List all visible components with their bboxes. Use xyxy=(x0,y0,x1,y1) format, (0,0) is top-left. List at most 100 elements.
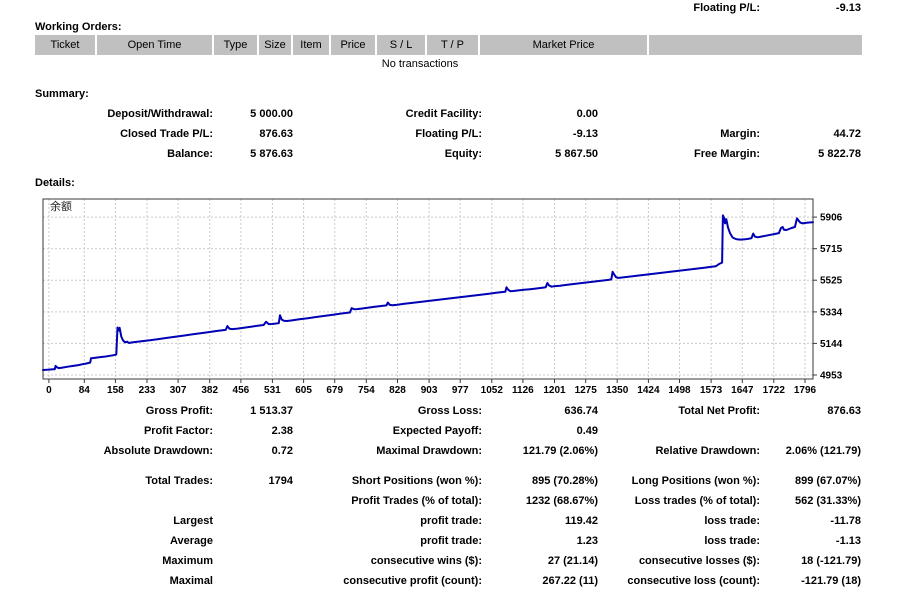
long-positions-label: Long Positions (won %): xyxy=(631,475,760,487)
total-net-profit-label: Total Net Profit: xyxy=(678,405,760,417)
floating-pl-summary-value: -9.13 xyxy=(572,128,598,140)
svg-text:4953: 4953 xyxy=(820,371,843,382)
column-header-price: Price xyxy=(331,35,375,55)
gross-loss-label: Gross Loss: xyxy=(417,405,482,417)
absolute-drawdown-label: Absolute Drawdown: xyxy=(103,445,213,457)
svg-text:903: 903 xyxy=(421,385,438,396)
expected-payoff-value: 0.49 xyxy=(576,425,598,437)
stats-row: Profit Factor: 2.38 Expected Payoff: 0.4… xyxy=(0,424,915,440)
loss-trades-label: Loss trades (% of total): xyxy=(634,495,760,507)
floating-pl-value: -9.13 xyxy=(835,2,861,14)
maximum-label: Maximum xyxy=(162,555,213,567)
svg-text:679: 679 xyxy=(326,385,343,396)
total-trades-label: Total Trades: xyxy=(145,475,213,487)
gross-profit-label: Gross Profit: xyxy=(145,405,213,417)
balance-value: 5 876.63 xyxy=(250,148,293,160)
maximal-label: Maximal xyxy=(169,575,213,587)
consecutive-losses-label: consecutive losses ($): xyxy=(638,555,760,567)
balance-chart-canvas: 0 84 158 233 307 382 456 531 605 679 754 828 903 977 1… xyxy=(42,198,843,396)
svg-text:977: 977 xyxy=(452,385,469,396)
no-transactions-message: No transactions xyxy=(381,58,459,70)
column-header-open-time: Open Time xyxy=(97,35,212,55)
stats-row: Maximum consecutive wins ($): 27 (21.14)… xyxy=(0,554,915,570)
svg-text:1350: 1350 xyxy=(606,385,629,396)
free-margin-label: Free Margin: xyxy=(693,148,760,160)
svg-text:5715: 5715 xyxy=(820,244,843,255)
closed-trade-pl-value: 876.63 xyxy=(259,128,293,140)
balance-label: Balance: xyxy=(167,148,213,160)
relative-drawdown-label: Relative Drawdown: xyxy=(655,445,760,457)
average-loss-trade-value: -1.13 xyxy=(835,535,861,547)
largest-label: Largest xyxy=(173,515,213,527)
largest-loss-trade-value: -11.78 xyxy=(830,515,861,527)
credit-facility-value: 0.00 xyxy=(576,108,598,120)
short-positions-label: Short Positions (won %): xyxy=(351,475,482,487)
svg-text:531: 531 xyxy=(264,385,281,396)
average-loss-trade-label: loss trade: xyxy=(704,535,760,547)
column-header-empty xyxy=(649,35,862,55)
margin-value: 44.72 xyxy=(833,128,861,140)
working-orders-header-row: Ticket Open Time Type Size Item Price S … xyxy=(35,35,862,55)
account-floating-pl-row: Floating P/L: -9.13 xyxy=(0,1,915,17)
svg-text:382: 382 xyxy=(201,385,218,396)
svg-text:1722: 1722 xyxy=(763,385,786,396)
svg-text:5525: 5525 xyxy=(820,276,843,287)
closed-trade-pl-label: Closed Trade P/L: xyxy=(120,128,213,140)
stats-row: Average profit trade: 1.23 loss trade: -… xyxy=(0,534,915,550)
svg-text:1424: 1424 xyxy=(637,385,660,396)
svg-text:84: 84 xyxy=(79,385,91,396)
stats-row: Gross Profit: 1 513.37 Gross Loss: 636.7… xyxy=(0,404,915,420)
svg-text:1126: 1126 xyxy=(512,385,534,396)
svg-text:1647: 1647 xyxy=(731,385,754,396)
svg-text:828: 828 xyxy=(389,385,406,396)
consecutive-loss-label: consecutive loss (count): xyxy=(627,575,760,587)
margin-label: Margin: xyxy=(720,128,760,140)
gross-loss-value: 636.74 xyxy=(564,405,598,417)
long-positions-value: 899 (67.07%) xyxy=(794,475,861,487)
average-profit-trade-value: 1.23 xyxy=(576,535,598,547)
svg-text:233: 233 xyxy=(139,385,156,396)
svg-text:307: 307 xyxy=(170,385,187,396)
largest-profit-trade-label: profit trade: xyxy=(420,515,482,527)
average-label: Average xyxy=(169,535,213,547)
svg-text:158: 158 xyxy=(107,385,124,396)
svg-text:1052: 1052 xyxy=(481,385,504,396)
average-profit-trade-label: profit trade: xyxy=(420,535,482,547)
consecutive-wins-label: consecutive wins ($): xyxy=(370,555,482,567)
credit-facility-label: Credit Facility: xyxy=(405,108,482,120)
chart-series-label: 余额 xyxy=(50,201,72,213)
consecutive-profit-label: consecutive profit (count): xyxy=(343,575,482,587)
column-header-ticket: Ticket xyxy=(35,35,95,55)
summary-title: Summary: xyxy=(35,88,89,100)
column-header-market-price: Market Price xyxy=(480,35,647,55)
relative-drawdown-value: 2.06% (121.79) xyxy=(785,445,861,457)
svg-text:456: 456 xyxy=(233,385,250,396)
largest-loss-trade-label: loss trade: xyxy=(704,515,760,527)
stats-row: Largest profit trade: 119.42 loss trade:… xyxy=(0,514,915,530)
consecutive-loss-value: -121.79 (18) xyxy=(801,575,861,587)
summary-row: Deposit/Withdrawal: 5 000.00 Credit Faci… xyxy=(0,107,915,123)
maximal-drawdown-label: Maximal Drawdown: xyxy=(376,445,482,457)
svg-text:5334: 5334 xyxy=(820,307,843,318)
loss-trades-value: 562 (31.33%) xyxy=(794,495,861,507)
svg-text:1275: 1275 xyxy=(575,385,598,396)
svg-text:1498: 1498 xyxy=(668,385,691,396)
svg-text:1573: 1573 xyxy=(700,385,723,396)
largest-profit-trade-value: 119.42 xyxy=(564,515,598,527)
svg-text:0: 0 xyxy=(46,385,52,396)
column-header-type: Type xyxy=(214,35,257,55)
svg-text:605: 605 xyxy=(295,385,312,396)
consecutive-wins-value: 27 (21.14) xyxy=(547,555,598,567)
stats-row: Profit Trades (% of total): 1232 (68.67%… xyxy=(0,494,915,510)
profit-trades-label: Profit Trades (% of total): xyxy=(351,495,482,507)
short-positions-value: 895 (70.28%) xyxy=(531,475,598,487)
floating-pl-summary-label: Floating P/L: xyxy=(415,128,482,140)
profit-trades-value: 1232 (68.67%) xyxy=(525,495,598,507)
summary-row: Closed Trade P/L: 876.63 Floating P/L: -… xyxy=(0,127,915,143)
absolute-drawdown-value: 0.72 xyxy=(271,445,293,457)
expected-payoff-label: Expected Payoff: xyxy=(392,425,482,437)
svg-text:754: 754 xyxy=(358,385,375,396)
equity-value: 5 867.50 xyxy=(555,148,598,160)
details-title: Details: xyxy=(35,177,75,189)
